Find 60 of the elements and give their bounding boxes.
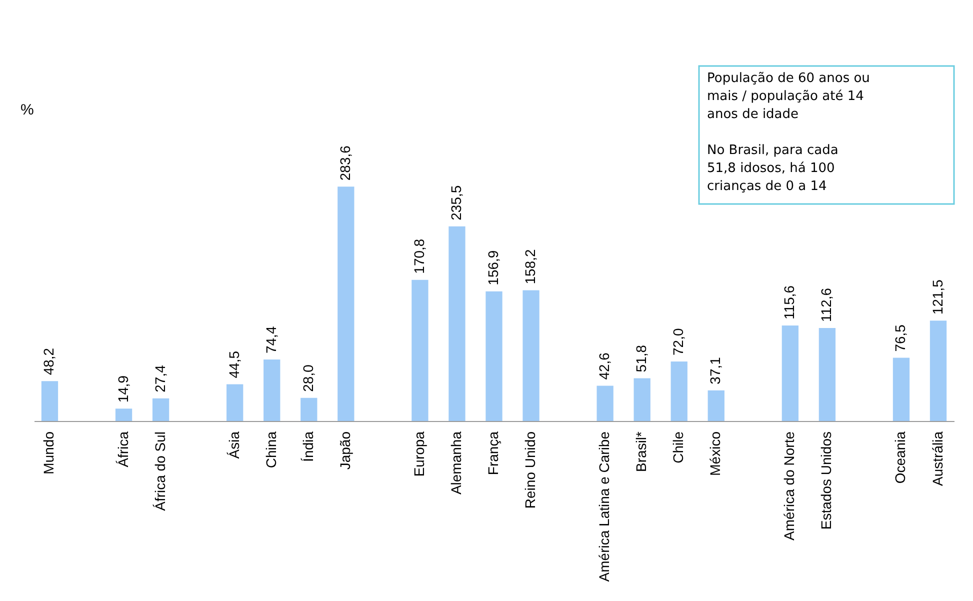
text: População de 60 anos ou mais / população até 14 anos de idade bbox=[707, 71, 870, 122]
bar bbox=[782, 325, 799, 421]
data-label: 158,2 bbox=[522, 249, 538, 284]
x-tick-label: América do Norte bbox=[781, 431, 798, 540]
x-tick-label: América Latina e Caribe bbox=[596, 431, 612, 582]
x-tick-label: Japão bbox=[336, 431, 353, 470]
x-tick-label: Alemanha bbox=[448, 431, 464, 495]
bar bbox=[412, 280, 428, 421]
bar bbox=[448, 226, 466, 421]
data-label: 121,5 bbox=[929, 279, 946, 315]
x-tick-label: França bbox=[485, 431, 501, 476]
data-label: 115,6 bbox=[781, 285, 798, 320]
bar bbox=[522, 290, 540, 421]
x-tick-label: África do Sul bbox=[152, 432, 168, 511]
data-label: 76,5 bbox=[892, 324, 908, 352]
x-tick-label: Ásia bbox=[226, 431, 242, 459]
data-label: 44,5 bbox=[226, 350, 242, 378]
bar bbox=[41, 381, 58, 421]
x-tick-label: Mundo bbox=[40, 431, 57, 474]
data-label: 74,4 bbox=[262, 326, 279, 354]
x-tick-label: Austrália bbox=[929, 431, 946, 486]
data-label: 27,4 bbox=[152, 364, 168, 392]
x-tick-label: Oceania bbox=[892, 431, 908, 484]
x-tick-label: Brasil* bbox=[633, 430, 650, 472]
x-tick-label: Índia bbox=[300, 431, 316, 462]
x-tick-label: Chile bbox=[670, 431, 686, 464]
bar bbox=[634, 378, 650, 421]
bar bbox=[486, 291, 502, 421]
annotation: No Brasil, para cada 51,8 idosos, há 100 crianças de 0 a 14 bbox=[707, 143, 838, 194]
bar bbox=[892, 358, 910, 421]
data-label: 37,1 bbox=[707, 356, 724, 384]
data-label: 112,6 bbox=[818, 288, 834, 322]
bar bbox=[226, 384, 244, 421]
x-tick-label: África bbox=[114, 431, 131, 468]
bar bbox=[596, 386, 614, 421]
x-tick-label: Estados Unidos bbox=[818, 432, 834, 530]
data-label: 14,9 bbox=[114, 375, 131, 403]
bar bbox=[708, 390, 724, 421]
x-tick-label: Reino Unido bbox=[522, 431, 538, 509]
x-tick-label: China bbox=[262, 431, 279, 468]
data-label: 42,6 bbox=[596, 352, 612, 380]
bar bbox=[930, 320, 947, 421]
bar bbox=[338, 186, 354, 421]
bar bbox=[264, 360, 280, 421]
data-label: 28,0 bbox=[300, 364, 316, 392]
data-label: 170,8 bbox=[410, 238, 427, 274]
data-label: 235,5 bbox=[448, 185, 464, 220]
bar bbox=[300, 398, 318, 421]
data-label: 156,9 bbox=[485, 250, 501, 286]
data-label: 72,0 bbox=[670, 328, 686, 356]
data-label: 48,2 bbox=[40, 348, 57, 376]
data-label: 51,8 bbox=[633, 344, 650, 372]
bar bbox=[152, 398, 170, 421]
x-tick-label: México bbox=[707, 431, 724, 476]
data-label: 283,6 bbox=[336, 145, 353, 181]
y-axis-title: % bbox=[20, 102, 34, 118]
bar bbox=[670, 361, 688, 421]
bar bbox=[115, 408, 132, 421]
bar bbox=[818, 328, 836, 421]
x-tick-label: Europa bbox=[410, 431, 427, 477]
